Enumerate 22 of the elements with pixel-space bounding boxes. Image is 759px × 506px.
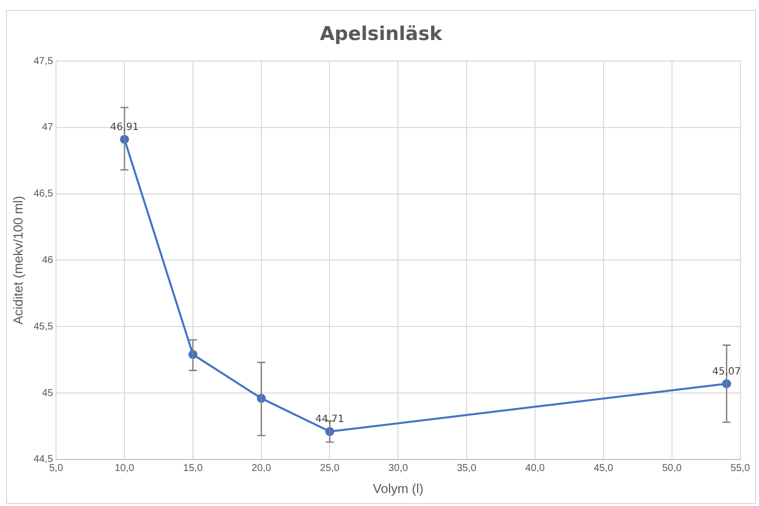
x-tick-label: 55,0 xyxy=(730,463,750,474)
y-tick-label: 45,5 xyxy=(34,321,54,332)
y-tick-label: 46 xyxy=(42,254,54,266)
data-label: 44,71 xyxy=(315,414,344,426)
y-tick-label: 47,5 xyxy=(34,56,54,67)
x-tick-label: 10,0 xyxy=(114,463,135,474)
x-tick-label: 5,0 xyxy=(49,463,64,474)
x-tick-label: 40,0 xyxy=(525,463,546,474)
x-tick-label: 50,0 xyxy=(662,463,682,474)
y-axis-title: Aciditet (mekv/100 ml) xyxy=(10,196,26,324)
x-tick-label: 35,0 xyxy=(456,463,477,474)
y-tick-label: 47 xyxy=(42,122,54,134)
x-tick-label: 30,0 xyxy=(388,463,408,474)
x-axis-title: Volym (l) xyxy=(372,480,424,496)
y-tick-label: 46,5 xyxy=(34,188,54,200)
x-tick-label: 45,0 xyxy=(594,463,614,474)
x-tick-label: 20,0 xyxy=(252,463,272,474)
y-tick-label: 45 xyxy=(42,388,54,399)
chart-title: Apelsinläsk xyxy=(318,23,444,45)
x-tick-label: 15,0 xyxy=(183,463,204,474)
x-tick-label: 25,0 xyxy=(320,463,340,474)
y-tick-label: 44,5 xyxy=(34,454,54,466)
